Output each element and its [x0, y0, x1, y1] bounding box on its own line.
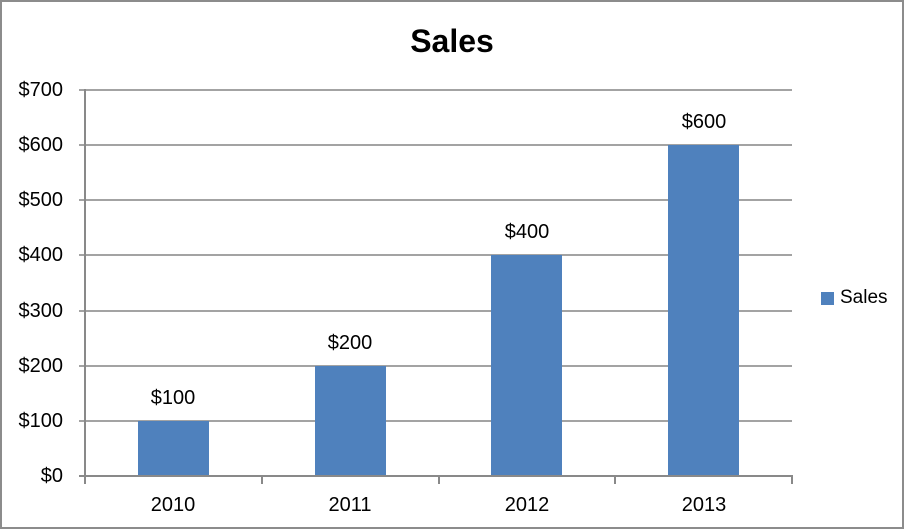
bar-data-label: $100 [150, 387, 196, 409]
bar-data-label: $400 [504, 221, 550, 243]
bar-2011 [315, 366, 386, 475]
legend: Sales [821, 286, 888, 310]
y-axis-tick-label: $100 [18, 410, 64, 432]
y-axis-tick-label: $700 [18, 79, 64, 101]
legend-label: Sales [840, 287, 888, 308]
y-axis-tick-label: $500 [18, 189, 64, 211]
y-axis-tick-label: $400 [18, 244, 64, 266]
gridline [79, 89, 792, 91]
legend-series-marker-icon [821, 291, 834, 305]
x-axis-category-label: 2012 [504, 494, 550, 516]
bar-2012 [491, 255, 562, 475]
bar-data-label: $600 [681, 111, 727, 133]
gridline [79, 365, 792, 367]
bar-2013 [668, 145, 739, 475]
y-axis-tick-label: $200 [18, 355, 64, 377]
x-axis-line [79, 475, 792, 477]
bar-2010 [138, 421, 209, 475]
x-axis-tick [438, 475, 440, 484]
y-axis-tick-label: $0 [40, 465, 63, 487]
x-axis-tick [261, 475, 263, 484]
x-axis-tick [791, 475, 793, 484]
x-axis-tick [84, 475, 86, 484]
x-axis-category-label: 2011 [328, 494, 372, 516]
gridline [79, 310, 792, 312]
x-axis-tick [614, 475, 616, 484]
x-axis-category-label: 2010 [150, 494, 196, 516]
y-axis-tick-label: $300 [18, 300, 64, 322]
gridline [79, 254, 792, 256]
gridline [79, 420, 792, 422]
y-axis-tick-label: $600 [18, 134, 64, 156]
x-axis-category-label: 2013 [681, 494, 727, 516]
gridline [79, 199, 792, 201]
chart-title: Sales [410, 23, 494, 59]
gridline [79, 144, 792, 146]
bar-data-label: $200 [327, 332, 373, 354]
y-axis-line [84, 89, 86, 477]
